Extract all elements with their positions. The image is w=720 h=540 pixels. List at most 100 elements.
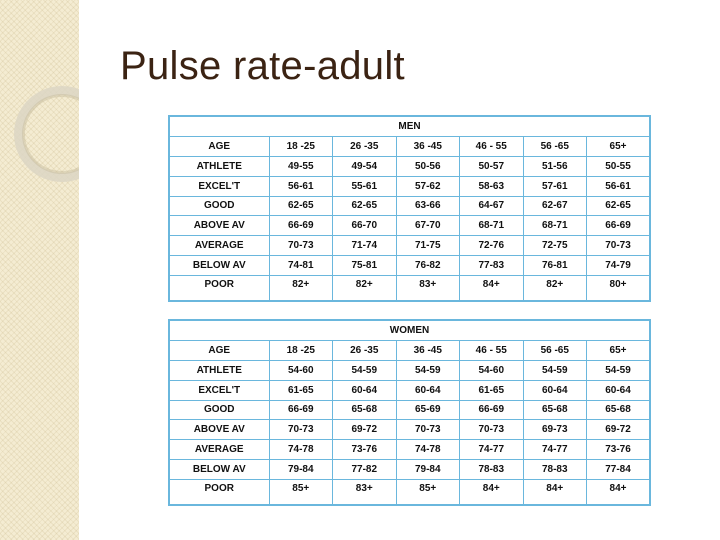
pulse-range-cell: 78-83 <box>522 459 587 480</box>
age-range-header-cell: 65+ <box>586 136 651 157</box>
age-range-header-cell: 26 -35 <box>332 340 397 361</box>
pulse-range-cell: 58-63 <box>459 175 524 197</box>
pulse-range-cell: 56-61 <box>586 175 651 197</box>
pulse-range-cell: 57-61 <box>522 175 587 197</box>
pulse-range-cell: 69-72 <box>586 419 651 441</box>
age-range-header-cell: 46 - 55 <box>459 340 524 361</box>
pulse-range-cell: 75-81 <box>332 255 397 276</box>
pulse-range-cell: 61-65 <box>459 379 524 401</box>
fitness-level-cell: POOR <box>168 478 270 506</box>
pulse-range-cell: 62-65 <box>332 195 397 217</box>
pulse-range-cell: 54-60 <box>268 359 333 381</box>
caption-row: MEN <box>168 115 651 138</box>
slide-title: Pulse rate-adult <box>120 44 405 88</box>
age-range-header-cell: 65+ <box>586 340 651 361</box>
header-row: AGE 18 -25 26 -35 36 -45 46 - 55 56 -65 65+ <box>168 136 651 157</box>
pulse-range-cell: 71-75 <box>395 235 460 257</box>
pulse-range-cell: 54-59 <box>395 359 460 381</box>
pulse-range-cell: 67-70 <box>395 215 460 237</box>
fitness-level-cell: AVERAGE <box>168 439 270 461</box>
pulse-range-cell: 51-56 <box>522 155 587 177</box>
table-row: GOOD 66-69 65-68 65-69 66-69 65-68 65-68 <box>168 399 651 421</box>
pulse-range-cell: 77-84 <box>586 459 651 480</box>
pulse-range-cell: 70-73 <box>586 235 651 257</box>
pulse-range-cell: 60-64 <box>332 379 397 401</box>
pulse-range-cell: 49-55 <box>268 155 333 177</box>
pulse-range-cell: 70-73 <box>459 419 524 441</box>
pulse-range-cell: 84+ <box>522 478 587 506</box>
pulse-range-cell: 71-74 <box>332 235 397 257</box>
decorative-ring <box>14 86 79 182</box>
table-row: AVERAGE 70-73 71-74 71-75 72-76 72-75 70-73 <box>168 235 651 257</box>
caption-row: WOMEN <box>168 319 651 342</box>
fitness-level-cell: GOOD <box>168 399 270 421</box>
pulse-range-cell: 65-68 <box>332 399 397 421</box>
table-row: GOOD 62-65 62-65 63-66 64-67 62-67 62-65 <box>168 195 651 217</box>
pulse-range-cell: 70-73 <box>268 235 333 257</box>
table-row: EXCEL'T 61-65 60-64 60-64 61-65 60-64 60-64 <box>168 379 651 401</box>
pulse-range-cell: 66-69 <box>459 399 524 421</box>
pulse-range-cell: 49-54 <box>332 155 397 177</box>
pulse-range-cell: 77-82 <box>332 459 397 480</box>
pulse-range-cell: 83+ <box>332 478 397 506</box>
pulse-range-cell: 78-83 <box>459 459 524 480</box>
pulse-range-cell: 62-65 <box>268 195 333 217</box>
fitness-level-cell: BELOW AV <box>168 459 270 480</box>
fitness-level-cell: ATHLETE <box>168 155 270 177</box>
pulse-range-cell: 54-59 <box>522 359 587 381</box>
pulse-range-cell: 77-83 <box>459 255 524 276</box>
pulse-range-cell: 69-73 <box>522 419 587 441</box>
decorative-ring-inner <box>22 94 79 174</box>
table-row: ABOVE AV 70-73 69-72 70-73 70-73 69-73 69-72 <box>168 419 651 441</box>
pulse-range-cell: 76-81 <box>522 255 587 276</box>
pulse-range-cell: 66-69 <box>268 399 333 421</box>
pulse-range-cell: 73-76 <box>586 439 651 461</box>
table-row: ATHLETE 49-55 49-54 50-56 50-57 51-56 50-55 <box>168 155 651 177</box>
age-range-header-cell: 56 -65 <box>522 136 587 157</box>
header-row: AGE 18 -25 26 -35 36 -45 46 - 55 56 -65 65+ <box>168 340 651 361</box>
fitness-level-cell: AVERAGE <box>168 235 270 257</box>
pulse-range-cell: 82+ <box>332 274 397 302</box>
age-range-header-cell: 46 - 55 <box>459 136 524 157</box>
pulse-range-cell: 50-57 <box>459 155 524 177</box>
pulse-range-cell: 70-73 <box>268 419 333 441</box>
table-caption: WOMEN <box>168 319 651 342</box>
age-range-header-cell: 18 -25 <box>268 340 333 361</box>
pulse-range-cell: 66-69 <box>268 215 333 237</box>
pulse-range-cell: 54-59 <box>586 359 651 381</box>
pulse-range-cell: 80+ <box>586 274 651 302</box>
fitness-level-cell: ATHLETE <box>168 359 270 381</box>
pulse-range-cell: 82+ <box>268 274 333 302</box>
pulse-range-cell: 79-84 <box>395 459 460 480</box>
pulse-range-cell: 84+ <box>459 478 524 506</box>
pulse-range-cell: 72-76 <box>459 235 524 257</box>
table-caption: MEN <box>168 115 651 138</box>
pulse-range-cell: 57-62 <box>395 175 460 197</box>
table-row: BELOW AV 74-81 75-81 76-82 77-83 76-81 74-79 <box>168 255 651 276</box>
pulse-range-cell: 60-64 <box>522 379 587 401</box>
fitness-level-cell: EXCEL'T <box>168 379 270 401</box>
pulse-range-cell: 64-67 <box>459 195 524 217</box>
pulse-range-cell: 74-79 <box>586 255 651 276</box>
pulse-range-cell: 73-76 <box>332 439 397 461</box>
pulse-range-cell: 69-72 <box>332 419 397 441</box>
pulse-range-cell: 84+ <box>459 274 524 302</box>
pulse-range-cell: 66-70 <box>332 215 397 237</box>
pulse-range-cell: 82+ <box>522 274 587 302</box>
pulse-range-cell: 74-78 <box>395 439 460 461</box>
pulse-range-cell: 70-73 <box>395 419 460 441</box>
fitness-level-cell: POOR <box>168 274 270 302</box>
pulse-range-cell: 62-65 <box>586 195 651 217</box>
table-row: ABOVE AV 66-69 66-70 67-70 68-71 68-71 66-69 <box>168 215 651 237</box>
table-row: ATHLETE 54-60 54-59 54-59 54-60 54-59 54-59 <box>168 359 651 381</box>
pulse-range-cell: 50-56 <box>395 155 460 177</box>
table-row: POOR 85+ 83+ 85+ 84+ 84+ 84+ <box>168 478 651 506</box>
pulse-range-cell: 65-69 <box>395 399 460 421</box>
table-row: BELOW AV 79-84 77-82 79-84 78-83 78-83 77-84 <box>168 459 651 480</box>
age-range-header-cell: 56 -65 <box>522 340 587 361</box>
pulse-range-cell: 74-81 <box>268 255 333 276</box>
pulse-range-cell: 74-77 <box>459 439 524 461</box>
pulse-range-cell: 74-77 <box>522 439 587 461</box>
men-pulse-table: MEN AGE 18 -25 26 -35 36 -45 46 - 55 56 -65 65+… <box>168 115 651 302</box>
pulse-range-cell: 50-55 <box>586 155 651 177</box>
